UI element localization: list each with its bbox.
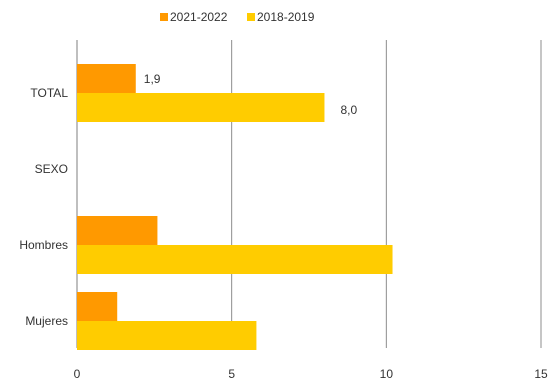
x-axis-ticks: 0 5 10 15 — [74, 367, 548, 379]
category-labels: TOTAL SEXO Hombres Mujeres — [19, 86, 68, 328]
x-tick-10: 10 — [380, 367, 394, 379]
bar-total-2018-2019 — [77, 93, 325, 122]
category-label-sexo: SEXO — [35, 162, 68, 176]
data-label-total-2018-2019: 8,0 — [340, 103, 357, 117]
x-tick-0: 0 — [74, 367, 81, 379]
data-label-total-2021-2022: 1,9 — [144, 72, 161, 86]
bar-mujeres-2021-2022 — [77, 292, 118, 321]
bar-hombres-2021-2022 — [77, 216, 158, 245]
bar-hombres-2018-2019 — [77, 245, 393, 274]
bar-mujeres-2018-2019 — [77, 321, 257, 350]
category-label-mujeres: Mujeres — [25, 314, 68, 328]
legend-label-2018-2019: 2018-2019 — [257, 10, 315, 24]
bar-total-2021-2022 — [77, 64, 136, 93]
legend-swatch-2018-2019 — [247, 13, 255, 21]
legend: 2021-2022 2018-2019 — [160, 10, 315, 24]
category-label-hombres: Hombres — [19, 238, 68, 252]
x-tick-15: 15 — [534, 367, 548, 379]
category-label-total: TOTAL — [30, 86, 68, 100]
gridlines — [76, 40, 542, 348]
data-labels: 1,9 8,0 — [144, 72, 358, 117]
legend-label-2021-2022: 2021-2022 — [170, 10, 228, 24]
x-tick-5: 5 — [228, 367, 235, 379]
bars — [77, 64, 393, 350]
legend-swatch-2021-2022 — [160, 13, 168, 21]
